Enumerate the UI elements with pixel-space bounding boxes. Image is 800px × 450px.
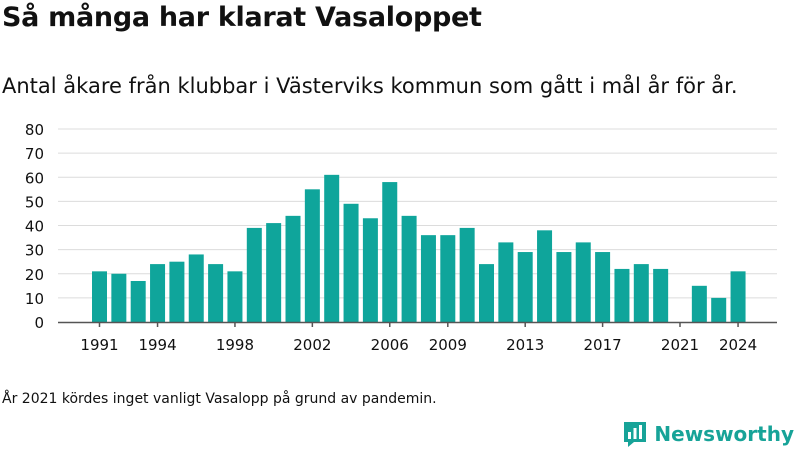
bar-chart: 0 10 20 30 40 50 60 70 80 1991 1994 1998 2002 2006 200… bbox=[25, 121, 777, 354]
y-tick-label: 80 bbox=[25, 121, 44, 139]
y-tick-label: 70 bbox=[25, 145, 44, 163]
bar-2003 bbox=[324, 174, 340, 322]
bar-2005 bbox=[362, 218, 378, 322]
footnote: År 2021 kördes inget vanligt Vasalopp på… bbox=[2, 391, 437, 407]
y-tick-label: 40 bbox=[25, 218, 44, 236]
bar-2019 bbox=[633, 264, 649, 322]
bar-2002 bbox=[304, 189, 320, 322]
x-tick-label: 1991 bbox=[80, 336, 118, 354]
y-tick-label: 10 bbox=[25, 290, 44, 308]
bar-2014 bbox=[537, 230, 553, 322]
newsworthy-logo-icon bbox=[624, 422, 647, 447]
chart-title: Så många har klarat Vasaloppet bbox=[2, 2, 482, 33]
bar-2011 bbox=[479, 264, 494, 322]
bar-2017 bbox=[595, 252, 611, 322]
bar-1991 bbox=[92, 271, 107, 322]
bar-1992 bbox=[111, 273, 127, 322]
y-tick-label: 20 bbox=[25, 266, 44, 284]
bar-2010 bbox=[459, 227, 475, 322]
bar-2008 bbox=[420, 235, 436, 322]
brand-logo: Newsworthy bbox=[622, 419, 794, 449]
bar-2006 bbox=[382, 182, 398, 322]
bar-2013 bbox=[517, 252, 533, 322]
brand-name: Newsworthy bbox=[654, 422, 794, 446]
bar-1996 bbox=[188, 254, 204, 322]
y-tick-label: 30 bbox=[25, 242, 44, 260]
x-tick-label: 2017 bbox=[584, 336, 622, 354]
bar-1995 bbox=[169, 261, 185, 322]
bar-1998 bbox=[227, 271, 243, 322]
bar-2020 bbox=[653, 268, 669, 322]
bar-1993 bbox=[130, 280, 146, 322]
x-tick-label: 2021 bbox=[661, 336, 699, 354]
y-tick-label: 50 bbox=[25, 193, 44, 211]
chart-subtitle: Antal åkare från klubbar i Västerviks ko… bbox=[2, 74, 738, 98]
bar-1999 bbox=[246, 227, 262, 322]
x-tick-label: 2006 bbox=[371, 336, 409, 354]
x-tick-label: 1994 bbox=[138, 336, 176, 354]
bar-2016 bbox=[575, 242, 591, 322]
bar-2015 bbox=[556, 252, 572, 322]
x-tick-label: 2002 bbox=[293, 336, 331, 354]
bar-2018 bbox=[614, 268, 630, 322]
bar-2000 bbox=[266, 223, 282, 322]
y-tick-label: 0 bbox=[34, 314, 44, 332]
x-tick-label: 1998 bbox=[216, 336, 254, 354]
bar-2012 bbox=[498, 242, 514, 322]
x-tick-label: 2024 bbox=[719, 336, 757, 354]
x-tick-label: 2009 bbox=[429, 336, 467, 354]
bar-2001 bbox=[285, 215, 301, 322]
bar-2007 bbox=[401, 215, 417, 322]
bar-2009 bbox=[440, 235, 456, 322]
x-tick-label: 2013 bbox=[506, 336, 544, 354]
bar-2022 bbox=[691, 285, 707, 322]
bar-1994 bbox=[150, 264, 166, 322]
bar-2004 bbox=[343, 203, 359, 322]
bar-1997 bbox=[208, 264, 224, 322]
y-tick-label: 60 bbox=[25, 169, 44, 187]
bar-2023 bbox=[711, 297, 727, 322]
bar-2024 bbox=[730, 271, 746, 322]
